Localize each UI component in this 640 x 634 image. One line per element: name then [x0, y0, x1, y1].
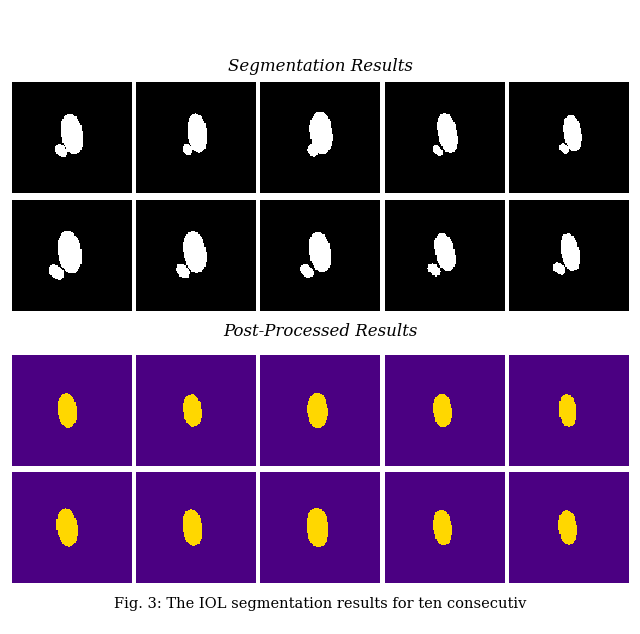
Text: Fig. 3: The IOL segmentation results for ten consecutiv: Fig. 3: The IOL segmentation results for… [114, 597, 526, 611]
Text: Segmentation Results: Segmentation Results [228, 58, 412, 75]
Text: Post-Processed Results: Post-Processed Results [223, 323, 417, 340]
